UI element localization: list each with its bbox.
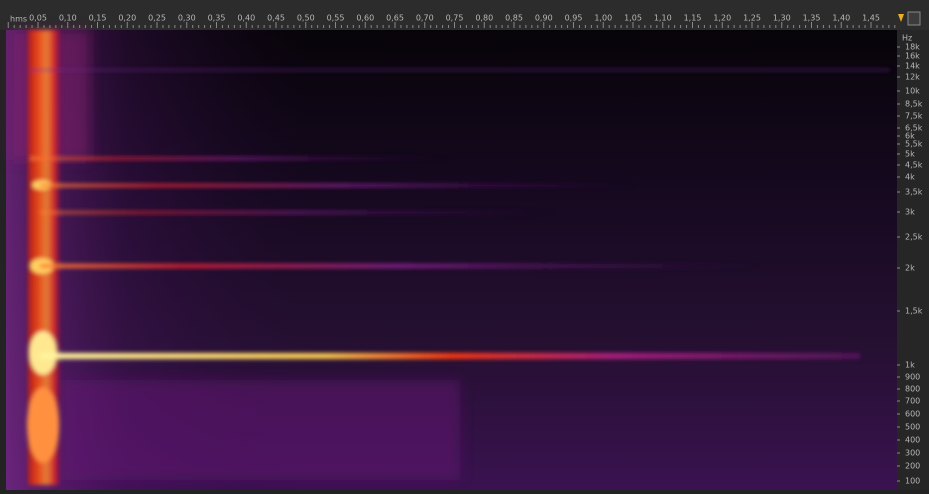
- time-label: 0,90: [535, 14, 553, 23]
- time-label: 0,50: [297, 14, 315, 23]
- time-label: 1,40: [832, 14, 850, 23]
- zoom-button[interactable]: [907, 11, 921, 26]
- frequency-label: 700: [905, 397, 920, 406]
- frequency-axis: [897, 30, 929, 490]
- frequency-label: 1,5k: [905, 307, 923, 316]
- time-label: 0,25: [148, 14, 166, 23]
- frequency-label: 2k: [905, 264, 915, 273]
- time-ruler: [0, 0, 929, 30]
- time-label: 0,80: [475, 14, 493, 23]
- time-label: 1,10: [654, 14, 672, 23]
- frequency-label: 4,5k: [905, 161, 923, 170]
- time-label: 0,45: [267, 14, 285, 23]
- frequency-label: 200: [905, 462, 920, 471]
- time-label: 1,00: [594, 14, 612, 23]
- ruler-unit: hms: [10, 15, 27, 24]
- frequency-label: 900: [905, 373, 920, 382]
- frequency-label: 12k: [905, 73, 920, 82]
- frequency-label: 8,5k: [905, 100, 923, 109]
- frequency-label: 2,5k: [905, 233, 923, 242]
- time-label: 0,75: [446, 14, 464, 23]
- time-label: 0,30: [178, 14, 196, 23]
- time-label: 0,15: [89, 14, 107, 23]
- frequency-label: 6,5k: [905, 124, 923, 133]
- frequency-unit: Hz: [902, 34, 912, 43]
- time-label: 0,95: [565, 14, 583, 23]
- frequency-label: 400: [905, 436, 920, 445]
- frequency-label: 600: [905, 410, 920, 419]
- frequency-label: 100: [905, 477, 920, 486]
- frequency-label: 5k: [905, 150, 915, 159]
- frequency-label: 3,5k: [905, 188, 923, 197]
- time-label: 1,30: [773, 14, 791, 23]
- frequency-label: 3k: [905, 208, 915, 217]
- time-label: 1,25: [743, 14, 761, 23]
- frequency-label: 6k: [905, 132, 915, 141]
- frequency-label: 4k: [905, 173, 915, 182]
- time-label: 1,45: [862, 14, 880, 23]
- frequency-label: 800: [905, 385, 920, 394]
- time-label: 0,10: [59, 14, 77, 23]
- frequency-label: 5,5k: [905, 140, 923, 149]
- frequency-label: 16k: [905, 52, 920, 61]
- time-label: 0,40: [237, 14, 255, 23]
- harmonics: [27, 30, 890, 485]
- time-label: 0,85: [505, 14, 523, 23]
- frequency-label: 500: [905, 423, 920, 432]
- time-label: 1,15: [684, 14, 702, 23]
- time-label: 1,35: [803, 14, 821, 23]
- frequency-label: 18k: [905, 43, 920, 52]
- frequency-label: 1k: [905, 361, 915, 370]
- time-label: 0,70: [416, 14, 434, 23]
- time-label: 0,05: [29, 14, 47, 23]
- playhead-marker: [898, 14, 904, 22]
- time-label: 0,55: [327, 14, 345, 23]
- frequency-label: 7,5k: [905, 112, 923, 121]
- frequency-label: 10k: [905, 87, 920, 96]
- frequency-label: 14k: [905, 62, 920, 71]
- time-label: 0,65: [386, 14, 404, 23]
- frequency-label: 300: [905, 449, 920, 458]
- time-label: 1,05: [624, 14, 642, 23]
- time-label: 0,35: [208, 14, 226, 23]
- time-label: 0,60: [356, 14, 374, 23]
- time-label: 0,20: [118, 14, 136, 23]
- time-label: 1,20: [713, 14, 731, 23]
